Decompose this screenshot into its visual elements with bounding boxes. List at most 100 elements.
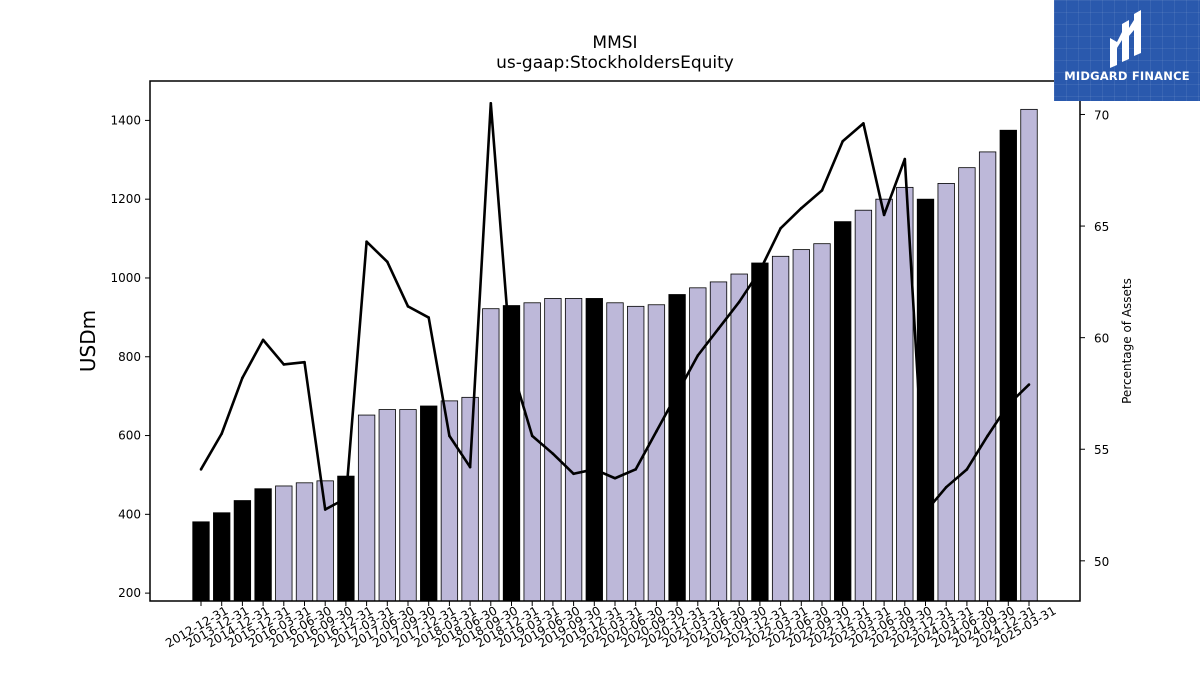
bar (813, 243, 831, 602)
bar (585, 298, 603, 602)
y-tick-label-left: 400 (118, 507, 141, 521)
bar (564, 298, 583, 602)
line-point (344, 497, 348, 500)
line-point (323, 508, 327, 511)
bar (999, 129, 1017, 602)
bar (254, 488, 272, 602)
bar (606, 302, 624, 602)
line-point (779, 227, 782, 230)
line-point (468, 465, 472, 469)
line-series (199, 102, 1031, 514)
line-point (1007, 403, 1010, 406)
bar (523, 302, 541, 602)
line-point (696, 354, 700, 357)
line-point (551, 452, 555, 456)
bar (875, 198, 893, 602)
bar (295, 482, 314, 602)
line-point (903, 157, 907, 161)
bar (937, 183, 955, 602)
line-point (675, 392, 679, 395)
line-point (820, 189, 824, 192)
line-point (448, 434, 451, 438)
line-point (862, 122, 865, 125)
x-axis: 2012-12-312013-12-312014-12-312015-12-31… (163, 601, 1059, 650)
line-point (572, 472, 575, 476)
line-point (386, 260, 389, 264)
y-tick-label-right: 70 (1094, 108, 1109, 122)
line-point (530, 434, 534, 438)
line-point (800, 206, 803, 210)
y-axis-left: 200 400 600 800 1000 1200 1400 (110, 113, 150, 600)
bar (275, 485, 293, 602)
logo-mark-icon (1110, 10, 1141, 68)
bar (461, 396, 479, 602)
bar (233, 500, 252, 602)
y-tick-label-right: 60 (1094, 332, 1109, 346)
line-point (1027, 383, 1031, 386)
bar (357, 414, 376, 602)
line-point (427, 316, 431, 319)
logo-text: MIDGARD FINANCE (1064, 69, 1190, 83)
bar (792, 249, 810, 602)
line-point (489, 102, 493, 105)
line-point (758, 269, 762, 273)
y-tick-label-left: 1000 (110, 271, 141, 285)
line-point (841, 139, 844, 143)
y-tick-label-left: 600 (118, 429, 141, 443)
y-tick-label-left: 1200 (110, 192, 141, 206)
y-axis-right: 50 55 60 65 70 (1080, 108, 1109, 569)
bar (958, 167, 976, 602)
line-point (737, 300, 741, 304)
bar (751, 262, 769, 602)
line-point (717, 327, 720, 331)
line-point (303, 360, 306, 364)
line-point (944, 485, 948, 489)
bar (627, 305, 645, 602)
bar (192, 521, 210, 602)
bar (668, 294, 686, 602)
bar (316, 480, 334, 602)
line-point (593, 468, 596, 471)
bar (854, 209, 873, 602)
y-axis-label-left: USDm (76, 310, 100, 372)
line-point (986, 434, 989, 438)
bar (1020, 108, 1038, 602)
bar (420, 405, 438, 602)
bar (771, 255, 790, 602)
midgard-finance-logo: MIDGARD FINANCE (1054, 0, 1200, 101)
y-tick-label-right: 65 (1094, 220, 1109, 234)
line-point (655, 430, 658, 433)
line-point (220, 432, 223, 435)
y-tick-label-left: 200 (118, 586, 141, 600)
line-point (241, 376, 244, 380)
bar (213, 512, 231, 602)
bar (482, 308, 500, 602)
bar (978, 151, 997, 602)
bar (730, 273, 748, 602)
bar (689, 287, 707, 602)
y-tick-label-right: 50 (1094, 555, 1109, 569)
bar (834, 221, 852, 602)
bar-series (192, 108, 1038, 602)
line-point (634, 468, 637, 471)
bar (399, 409, 417, 602)
line-point (924, 510, 927, 514)
chart-subtitle: us-gaap:StockholdersEquity (496, 53, 734, 73)
line-point (882, 213, 886, 217)
y-axis-label-right: Percentage of Assets (1120, 278, 1134, 404)
chart-title: MMSI (592, 33, 637, 53)
line-point (406, 305, 410, 308)
line-point (510, 365, 513, 368)
line-point (261, 338, 265, 342)
line-point (199, 468, 203, 471)
bar (647, 304, 666, 602)
y-tick-label-right: 55 (1094, 443, 1109, 457)
line-point (613, 476, 617, 480)
bar (378, 409, 396, 602)
y-tick-label-left: 1400 (110, 113, 141, 127)
line-point (965, 468, 969, 471)
line-point (282, 363, 286, 366)
bar (502, 305, 521, 602)
line-point (365, 240, 368, 243)
